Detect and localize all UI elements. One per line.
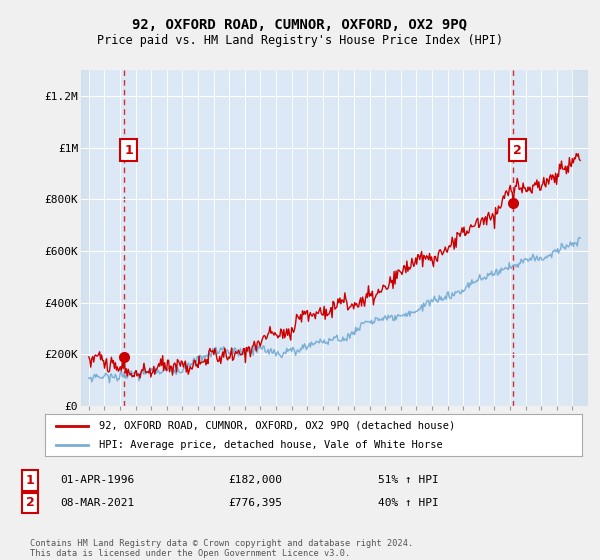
Text: HPI: Average price, detached house, Vale of White Horse: HPI: Average price, detached house, Vale…: [98, 440, 442, 450]
Text: Contains HM Land Registry data © Crown copyright and database right 2024.: Contains HM Land Registry data © Crown c…: [30, 539, 413, 548]
Text: £182,000: £182,000: [228, 475, 282, 486]
Text: 1: 1: [124, 143, 133, 157]
Text: 92, OXFORD ROAD, CUMNOR, OXFORD, OX2 9PQ: 92, OXFORD ROAD, CUMNOR, OXFORD, OX2 9PQ: [133, 18, 467, 32]
Text: 2: 2: [513, 143, 522, 157]
Text: 51% ↑ HPI: 51% ↑ HPI: [378, 475, 439, 486]
Text: Price paid vs. HM Land Registry's House Price Index (HPI): Price paid vs. HM Land Registry's House …: [97, 34, 503, 47]
Bar: [572, 70, 588, 406]
Text: 01-APR-1996: 01-APR-1996: [60, 475, 134, 486]
Text: This data is licensed under the Open Government Licence v3.0.: This data is licensed under the Open Gov…: [30, 549, 350, 558]
Text: 92, OXFORD ROAD, CUMNOR, OXFORD, OX2 9PQ (detached house): 92, OXFORD ROAD, CUMNOR, OXFORD, OX2 9PQ…: [98, 421, 455, 431]
Text: 40% ↑ HPI: 40% ↑ HPI: [378, 498, 439, 508]
Bar: [81, 70, 89, 406]
Text: 08-MAR-2021: 08-MAR-2021: [60, 498, 134, 508]
Text: 1: 1: [26, 474, 34, 487]
Bar: [572, 70, 588, 406]
Bar: [81, 70, 89, 406]
Text: £776,395: £776,395: [228, 498, 282, 508]
Text: 2: 2: [26, 496, 34, 510]
